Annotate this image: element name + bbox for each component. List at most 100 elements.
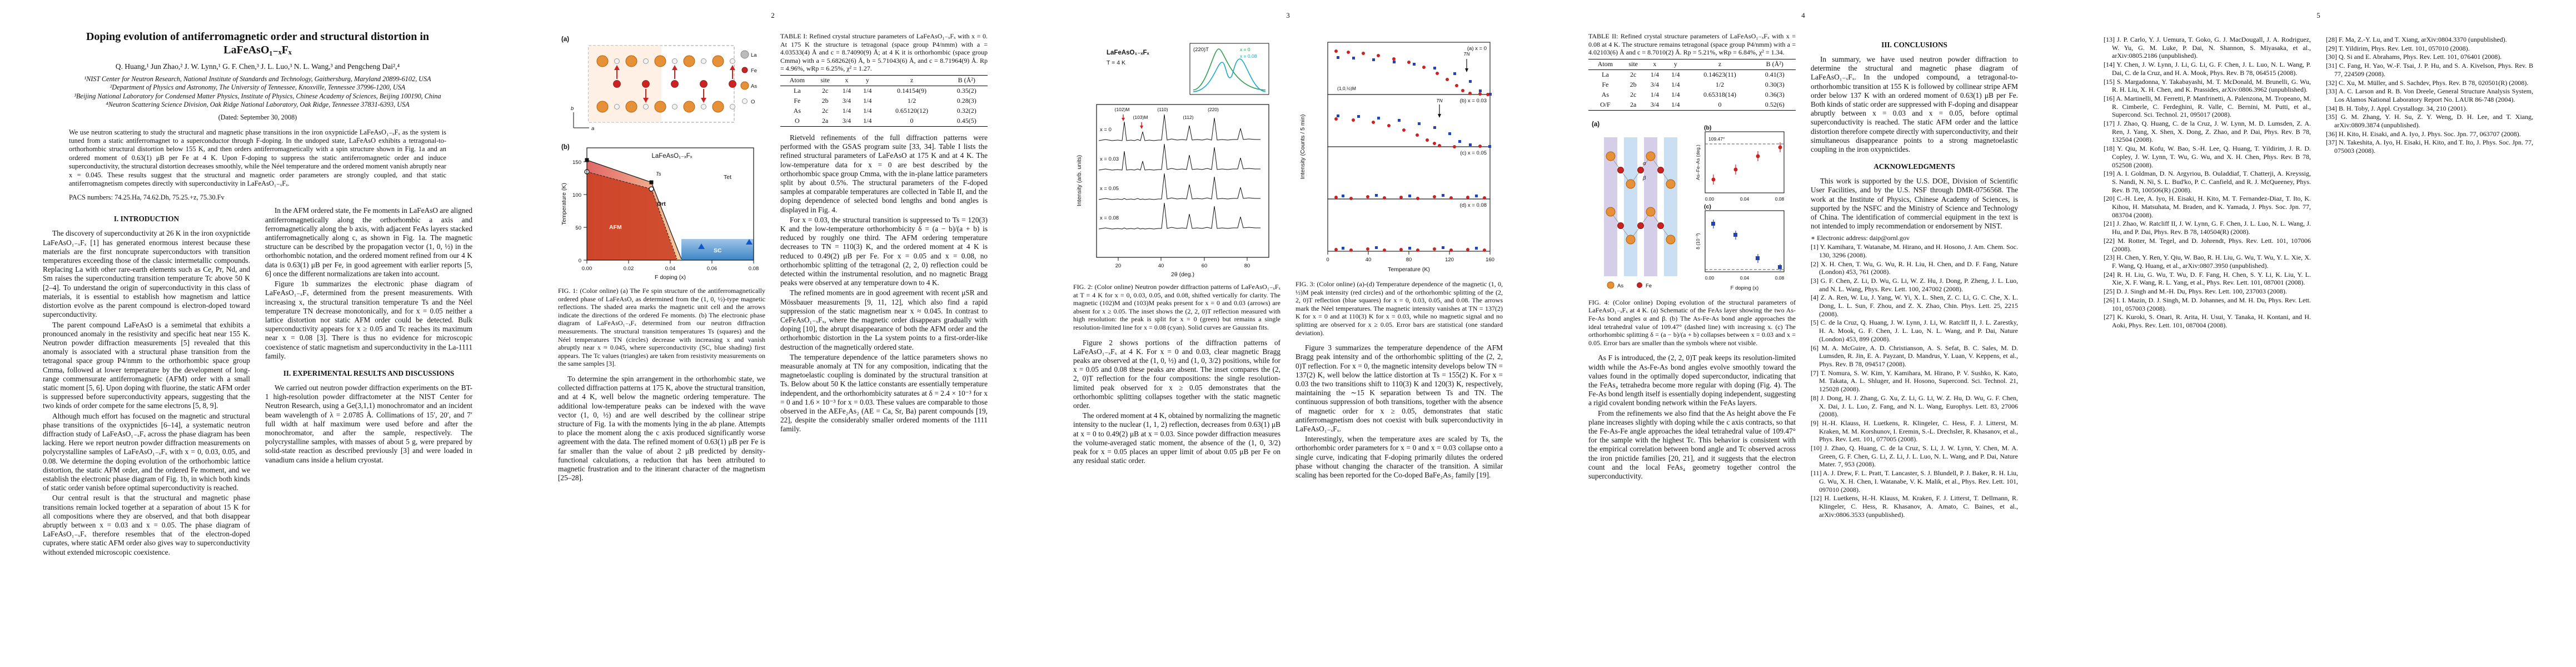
x-tick: 0.00 (1705, 275, 1715, 281)
fig2-compound-label: LaFeAsO₁₋ₓFₓ (1107, 49, 1150, 56)
reference-item: [8] J. Dong, H. J. Zhang, G. Xu, Z. Li, … (1811, 394, 2018, 419)
x-tick: 0.08 (1775, 275, 1785, 281)
table-cell: 0.30(3) (1765, 81, 1785, 89)
tn-label: TN (1463, 51, 1470, 57)
y-axis-label: Intensity (arb. units) (1076, 155, 1083, 206)
x-tick: 0.04 (1740, 196, 1750, 202)
table-cell: 2c (821, 107, 829, 115)
page4-col-left: TABLE II: Refined crystal structure para… (1588, 32, 1796, 641)
table-cell: Atom (1588, 58, 1622, 70)
table-cell: 0.41(3) (1765, 71, 1785, 79)
spin-arrows (614, 65, 735, 103)
magnetic-peak-arrows (1122, 115, 1143, 129)
x-tick: 160 (1486, 257, 1494, 263)
reference-item: [22] M. Rotter, M. Tegel, and D. Johrend… (2104, 236, 2311, 253)
page-number: 5 (2316, 11, 2320, 19)
page-number: 3 (1286, 11, 1290, 19)
reference-item: [10] J. Zhao, Q. Huang, C. de la Cruz, S… (1811, 444, 2018, 469)
x-tick: 0.04 (665, 266, 676, 272)
fig2-temperature-label: T = 4 K (1107, 59, 1125, 66)
affiliation-3: ³Beijing National Laboratory for Condens… (74, 92, 441, 100)
reference-item: [14] Y. Chen, J. W. Lynn, J. Li, G. Li, … (2104, 61, 2311, 77)
table-cell: 3/4 (842, 97, 851, 105)
figure-3-caption: FIG. 3: (Color online) (a)-(d) Temperatu… (1296, 280, 1503, 337)
x-tick: 40 (1158, 263, 1164, 269)
y-axis-label: As–Fe–As (deg.) (1695, 145, 1701, 180)
table-row: La 2c 1/4 1/4 0.14154(9) 0.35(2) (780, 86, 988, 96)
table-row: O 2a 3/4 1/4 0 0.45(5) (780, 116, 988, 127)
fit-curve-cyan (1193, 58, 1266, 92)
sc-region (681, 239, 754, 260)
paragraph: Figure 3 summarizes the temperature depe… (1296, 344, 1503, 433)
trace-label: x = 0.03 (1100, 156, 1119, 162)
paragraph: The temperature dependence of the lattic… (780, 352, 988, 434)
reference-item: ∗ Electronic address: daip@ornl.gov (1811, 234, 1910, 242)
table-cell: z (1686, 58, 1754, 70)
paragraph: From the refinements we also find that t… (1588, 409, 1796, 480)
x-tick: 0.02 (624, 266, 634, 272)
figure-4-caption: FIG. 4: (Color online) Doping evolution … (1588, 298, 1796, 347)
tc-marker (698, 243, 705, 249)
section-experimental: II. EXPERIMENTAL RESULTS AND DISCUSSIONS (283, 369, 455, 377)
paragraph: Although much effort has focused on the … (43, 411, 250, 492)
afm-label: AFM (609, 224, 622, 231)
legend-as: As (1617, 283, 1623, 289)
afm-region (587, 172, 677, 260)
table-row: Fe 2b 3/4 1/4 1/2 0.30(3) (1588, 80, 1796, 90)
sc-label: SC (714, 247, 722, 254)
legend-as: As (751, 83, 757, 89)
table-cell: O/F (1588, 99, 1622, 111)
page-number: 2 (771, 11, 775, 19)
page-4: 4 TABLE II: Refined crystal structure pa… (1546, 0, 2061, 667)
tn-arrows (1438, 59, 1468, 118)
mag-peak-label: (102)M (1115, 107, 1130, 112)
reference-item: [15] S. Margadonna, Y. Takabayashi, M. T… (2104, 77, 2311, 94)
reference-item: [27] K. Kuroki, S. Onari, R. Arita, H. U… (2104, 313, 2311, 329)
fe-atoms (613, 80, 736, 88)
paper-title: Doping evolution of antiferromagnetic or… (86, 31, 430, 56)
table-cell: y (857, 74, 878, 86)
table-cell: 1/4 (1671, 91, 1680, 99)
reference-item: [30] Q. Si and E. Abrahams, Phys. Rev. L… (2326, 53, 2502, 61)
inset-peak-label: (220)T (1193, 47, 1209, 53)
section-introduction: I. INTRODUCTION (113, 215, 180, 223)
reference-item: [3] G. F. Chen, Z. Li, D. Wu, G. Li, W. … (1811, 276, 2018, 293)
pacs-line: PACS numbers: 74.25.Ha, 74.62.Dh, 75.25.… (69, 193, 225, 202)
page1-col-right: In the AFM ordered state, the Fe moments… (265, 206, 472, 629)
reference-item: [11] A. J. Drew, F. L. Pratt, T. Lancast… (1811, 469, 2018, 494)
reference-item: [5] C. de la Cruz, Q. Huang, J. W. Lynn,… (1811, 318, 2018, 343)
reference-item: [35] G. M. Zhang, Y. H. Su, Z. Y. Weng, … (2326, 113, 2533, 130)
magnetic-intensity-points (1334, 49, 1489, 252)
authors-line: Q. Huang,¹ Jun Zhao,² J. W. Lynn,¹ G. F.… (115, 62, 400, 71)
lattice-planes (1604, 137, 1677, 276)
fig3-panel-label: (d) x = 0.08 (1460, 202, 1487, 208)
tn-marker (649, 186, 654, 192)
x-tick: 120 (1445, 257, 1454, 263)
fig4-panel-a-label: (a) (1592, 121, 1600, 128)
reference-item: [7] T. Nomura, S. W. Kim, Y. Kamihara, M… (1811, 369, 2018, 394)
table-cell: 0.65120(12) (895, 107, 928, 115)
reference-item: [37] N. Takeshita, A. Iyo, H. Eisaki, H.… (2326, 138, 2533, 155)
ideal-angle-label: 109.47° (1708, 136, 1725, 142)
axis-b-label: b (571, 106, 574, 112)
x-tick: 0.06 (707, 266, 718, 272)
table-cell: 0.52(6) (1753, 99, 1796, 111)
reference-item: [4] Z. A. Ren, W. Lu, J. Yang, W. Yi, X.… (1811, 293, 2018, 318)
table-cell: 0 (878, 116, 946, 127)
fig3-panel-label: (c) x = 0.05 (1460, 150, 1487, 156)
inset-x0-label: x = 0 (1240, 47, 1250, 52)
axes-arrows (573, 112, 589, 128)
o-atoms (614, 58, 735, 109)
figure-3-order-parameters: (a) x = 0 (b) x = 0.03 (c) x = 0.05 (d) … (1299, 42, 1494, 273)
x-tick: 40 (1366, 257, 1372, 263)
ts-label: Ts (656, 171, 661, 177)
as-atoms (1606, 151, 1676, 245)
reference-list: [28] F. Ma, Z.-Y. Lu, and T. Xiang, arXi… (2326, 36, 2533, 155)
y-axis-label: δ (10⁻³) (1695, 233, 1701, 250)
fig3-panel-label: (a) x = 0 (1467, 46, 1487, 52)
x-tick: 80 (1406, 257, 1412, 263)
table-cell: 2b (1630, 81, 1637, 89)
x-tick: 20 (1115, 263, 1122, 269)
reference-item: [29] T. Yildirim, Phys. Rev. Lett. 101, … (2326, 44, 2470, 52)
